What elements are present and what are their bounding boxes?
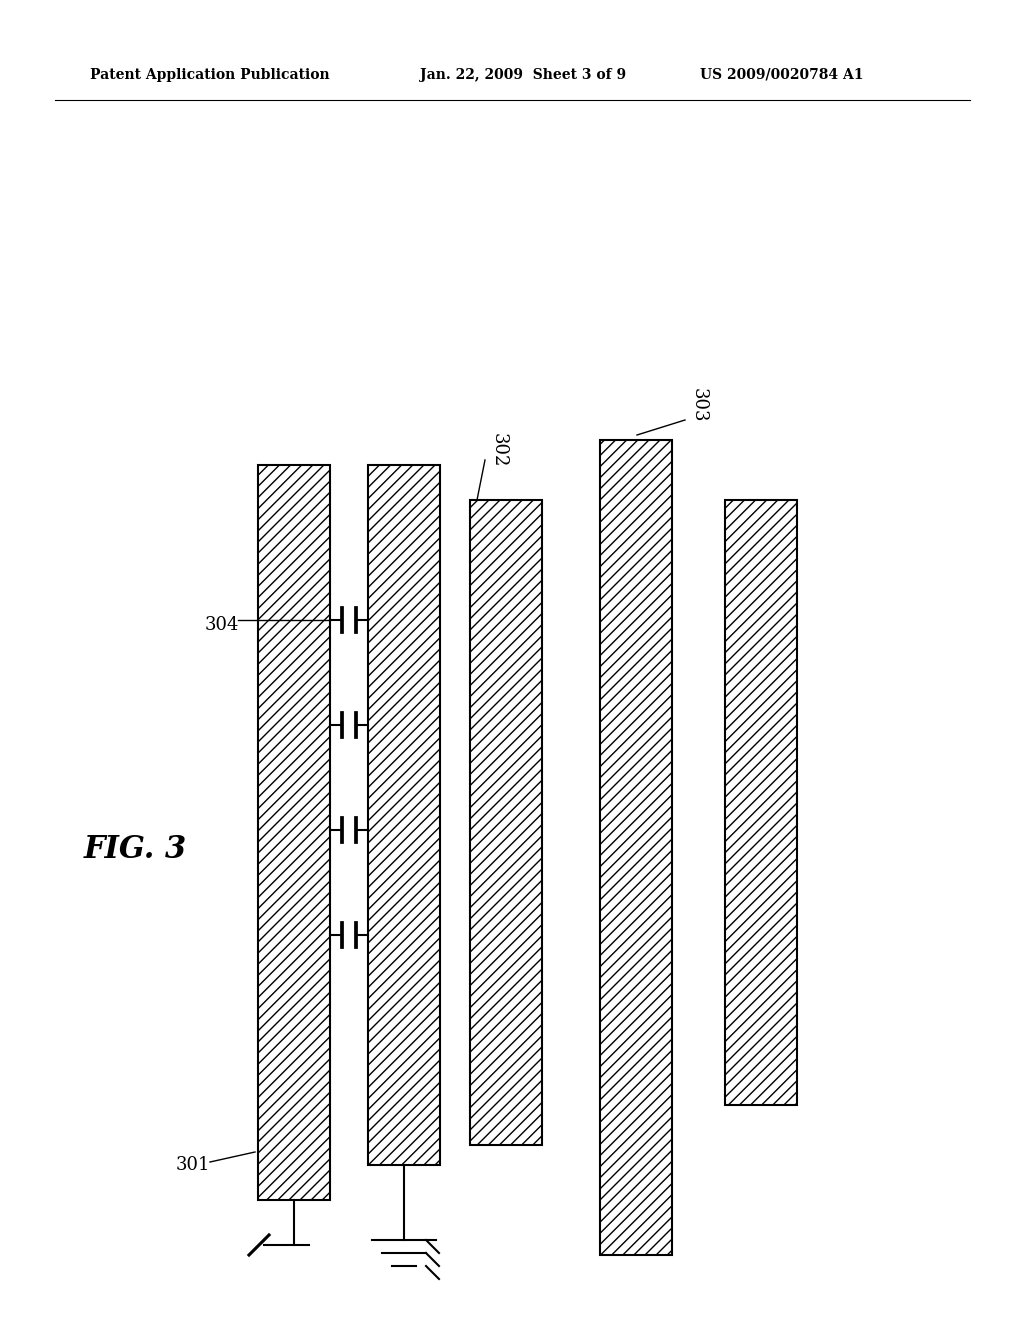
Bar [258,465,330,1200]
Text: 302: 302 [490,433,508,467]
Text: 303: 303 [690,388,708,422]
Text: Jan. 22, 2009  Sheet 3 of 9: Jan. 22, 2009 Sheet 3 of 9 [420,69,626,82]
Bar [725,500,797,1105]
Text: Patent Application Publication: Patent Application Publication [90,69,330,82]
Text: 304: 304 [205,616,240,634]
Bar [470,500,542,1144]
Text: US 2009/0020784 A1: US 2009/0020784 A1 [700,69,863,82]
Text: 301: 301 [176,1156,210,1173]
Text: FIG. 3: FIG. 3 [83,834,186,866]
Bar [600,440,672,1255]
Bar [368,465,440,1166]
